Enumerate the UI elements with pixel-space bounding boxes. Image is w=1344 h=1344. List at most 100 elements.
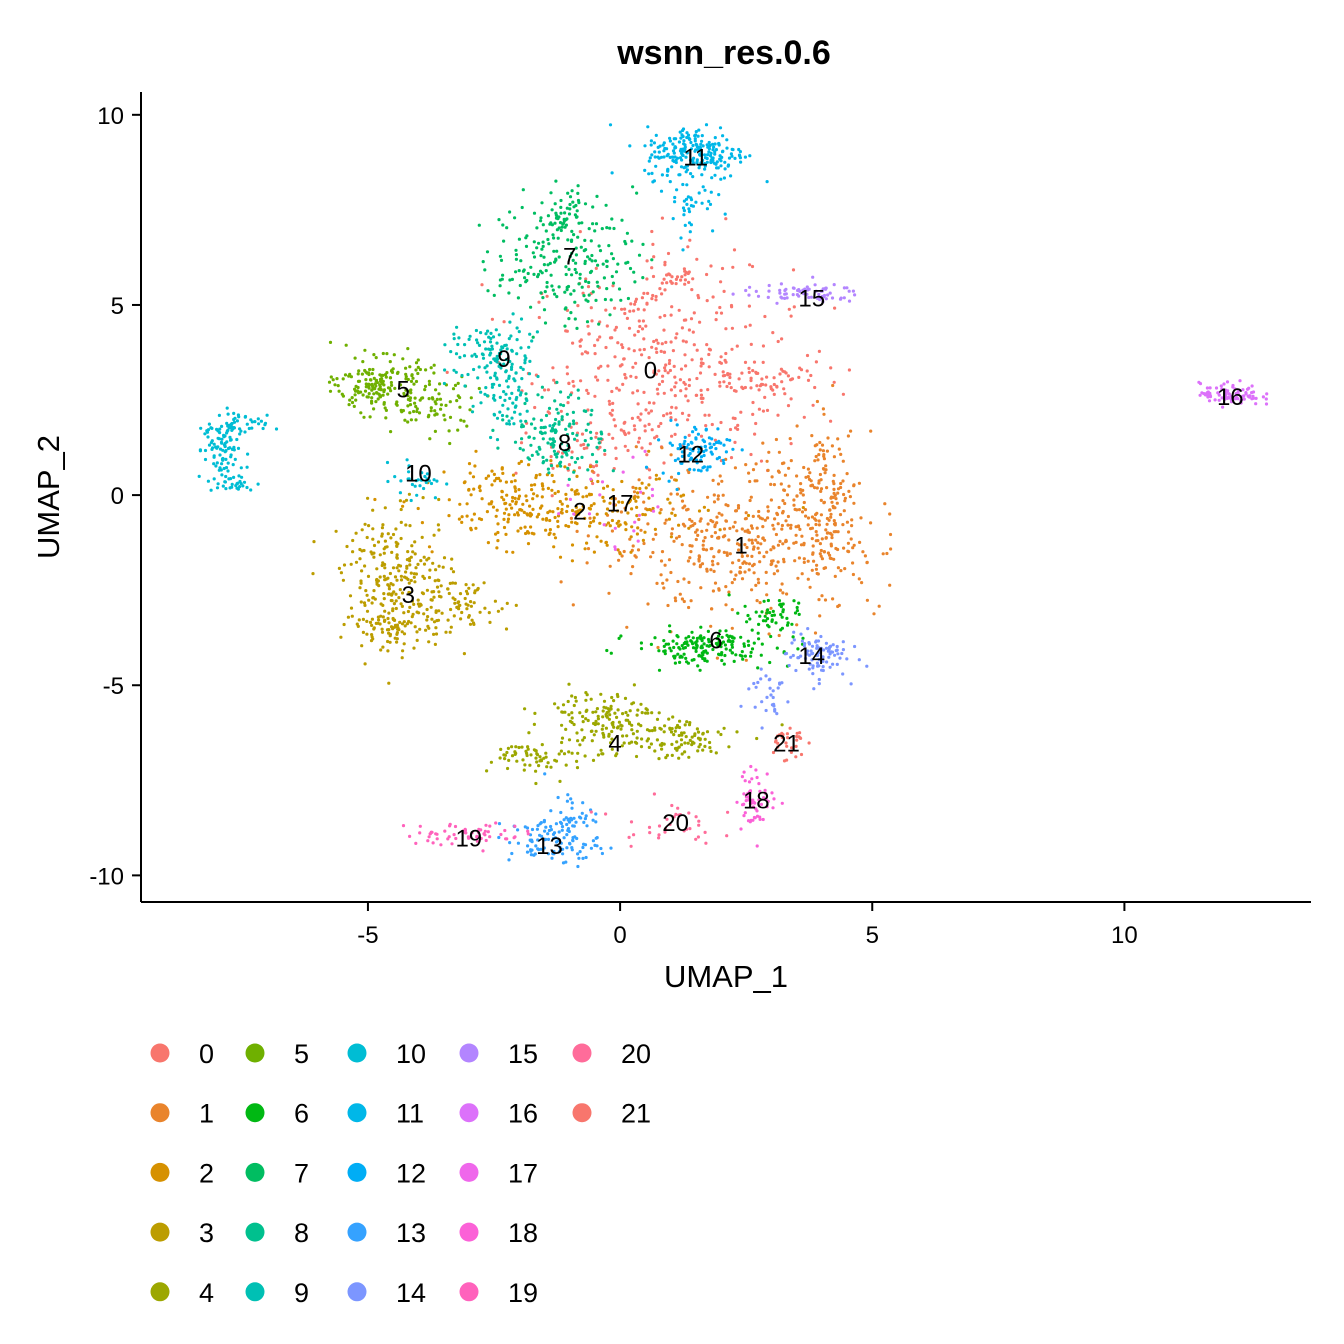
cluster-point	[689, 456, 693, 460]
cluster-point	[729, 456, 734, 460]
cluster-point	[448, 415, 453, 419]
cluster-point	[743, 543, 747, 547]
cluster-point	[834, 546, 838, 551]
cluster-point	[749, 376, 753, 380]
cluster-point	[778, 539, 782, 544]
cluster-point	[620, 307, 624, 311]
cluster-point	[613, 355, 617, 359]
cluster-point	[659, 508, 663, 512]
cluster-point	[559, 211, 563, 215]
cluster-point	[703, 536, 707, 540]
cluster-point	[239, 466, 243, 470]
cluster-point	[689, 440, 693, 444]
cluster-point	[836, 652, 840, 656]
cluster-point	[749, 524, 754, 528]
cluster-point	[647, 449, 651, 453]
cluster-point	[587, 280, 591, 285]
cluster-point	[634, 375, 638, 379]
cluster-point	[634, 361, 638, 365]
cluster-point	[699, 458, 703, 462]
cluster-point	[607, 399, 611, 403]
cluster-point	[1200, 391, 1204, 395]
cluster-point	[390, 599, 394, 603]
cluster-point	[712, 555, 716, 559]
cluster-point	[618, 552, 622, 556]
cluster-point	[739, 704, 743, 708]
cluster-point	[797, 612, 801, 617]
legend-label: 4	[199, 1278, 214, 1308]
cluster-point	[689, 599, 693, 603]
cluster-point	[547, 406, 552, 410]
cluster-point	[689, 198, 694, 202]
cluster-point	[203, 432, 207, 436]
cluster-point	[681, 493, 686, 497]
cluster-point	[772, 797, 776, 801]
cluster-point	[409, 418, 413, 422]
cluster-point	[624, 242, 628, 246]
cluster-point	[578, 230, 582, 234]
cluster-point	[711, 647, 715, 652]
cluster-point	[742, 814, 746, 818]
cluster-point	[442, 381, 446, 386]
cluster-point	[680, 158, 684, 162]
cluster-point	[841, 523, 845, 527]
cluster-point	[424, 368, 428, 372]
cluster-point	[578, 743, 582, 747]
cluster-point	[430, 590, 434, 594]
cluster-point	[427, 545, 432, 549]
cluster-point	[684, 318, 688, 322]
cluster-point	[565, 822, 569, 827]
cluster-point	[449, 607, 453, 612]
cluster-point	[737, 147, 741, 152]
cluster-point	[685, 135, 689, 140]
cluster-point	[816, 653, 820, 658]
cluster-point	[579, 508, 583, 512]
cluster-point	[516, 296, 521, 300]
cluster-point	[354, 531, 358, 535]
cluster-point	[643, 424, 647, 428]
cluster-point	[763, 395, 767, 399]
cluster-point	[605, 507, 610, 511]
cluster-point	[418, 484, 422, 488]
cluster-point	[601, 715, 605, 719]
cluster-point	[828, 652, 832, 656]
cluster-point	[361, 360, 365, 364]
cluster-point	[641, 491, 645, 495]
cluster-point	[615, 692, 620, 697]
cluster-point	[559, 403, 563, 407]
cluster-point	[432, 478, 436, 482]
cluster-point	[541, 223, 545, 227]
cluster-point	[526, 542, 531, 546]
cluster-point	[608, 501, 612, 505]
cluster-point	[501, 223, 505, 227]
cluster-point	[511, 401, 515, 405]
cluster-point	[387, 611, 391, 615]
cluster-point	[709, 190, 713, 194]
cluster-point	[506, 520, 510, 524]
cluster-point	[508, 320, 512, 324]
cluster-point	[815, 646, 819, 651]
cluster-label-3: 3	[402, 582, 415, 609]
cluster-point	[591, 222, 595, 226]
cluster-point	[386, 616, 390, 621]
cluster-point	[513, 479, 517, 483]
cluster-point	[567, 738, 572, 742]
cluster-point	[617, 287, 622, 291]
cluster-point	[669, 475, 674, 479]
cluster-point	[404, 570, 408, 574]
cluster-point	[597, 441, 601, 445]
cluster-point	[737, 153, 742, 157]
cluster-point	[642, 541, 646, 546]
cluster-point	[604, 726, 609, 730]
cluster-point	[728, 427, 733, 432]
cluster-point	[557, 422, 561, 426]
cluster-point	[335, 377, 339, 381]
cluster-point	[203, 457, 208, 462]
cluster-point	[611, 257, 616, 261]
cluster-point	[363, 348, 367, 352]
cluster-point	[552, 532, 556, 536]
cluster-point	[432, 632, 436, 637]
cluster-point	[699, 393, 704, 397]
cluster-point	[557, 226, 561, 230]
cluster-point	[415, 610, 419, 614]
